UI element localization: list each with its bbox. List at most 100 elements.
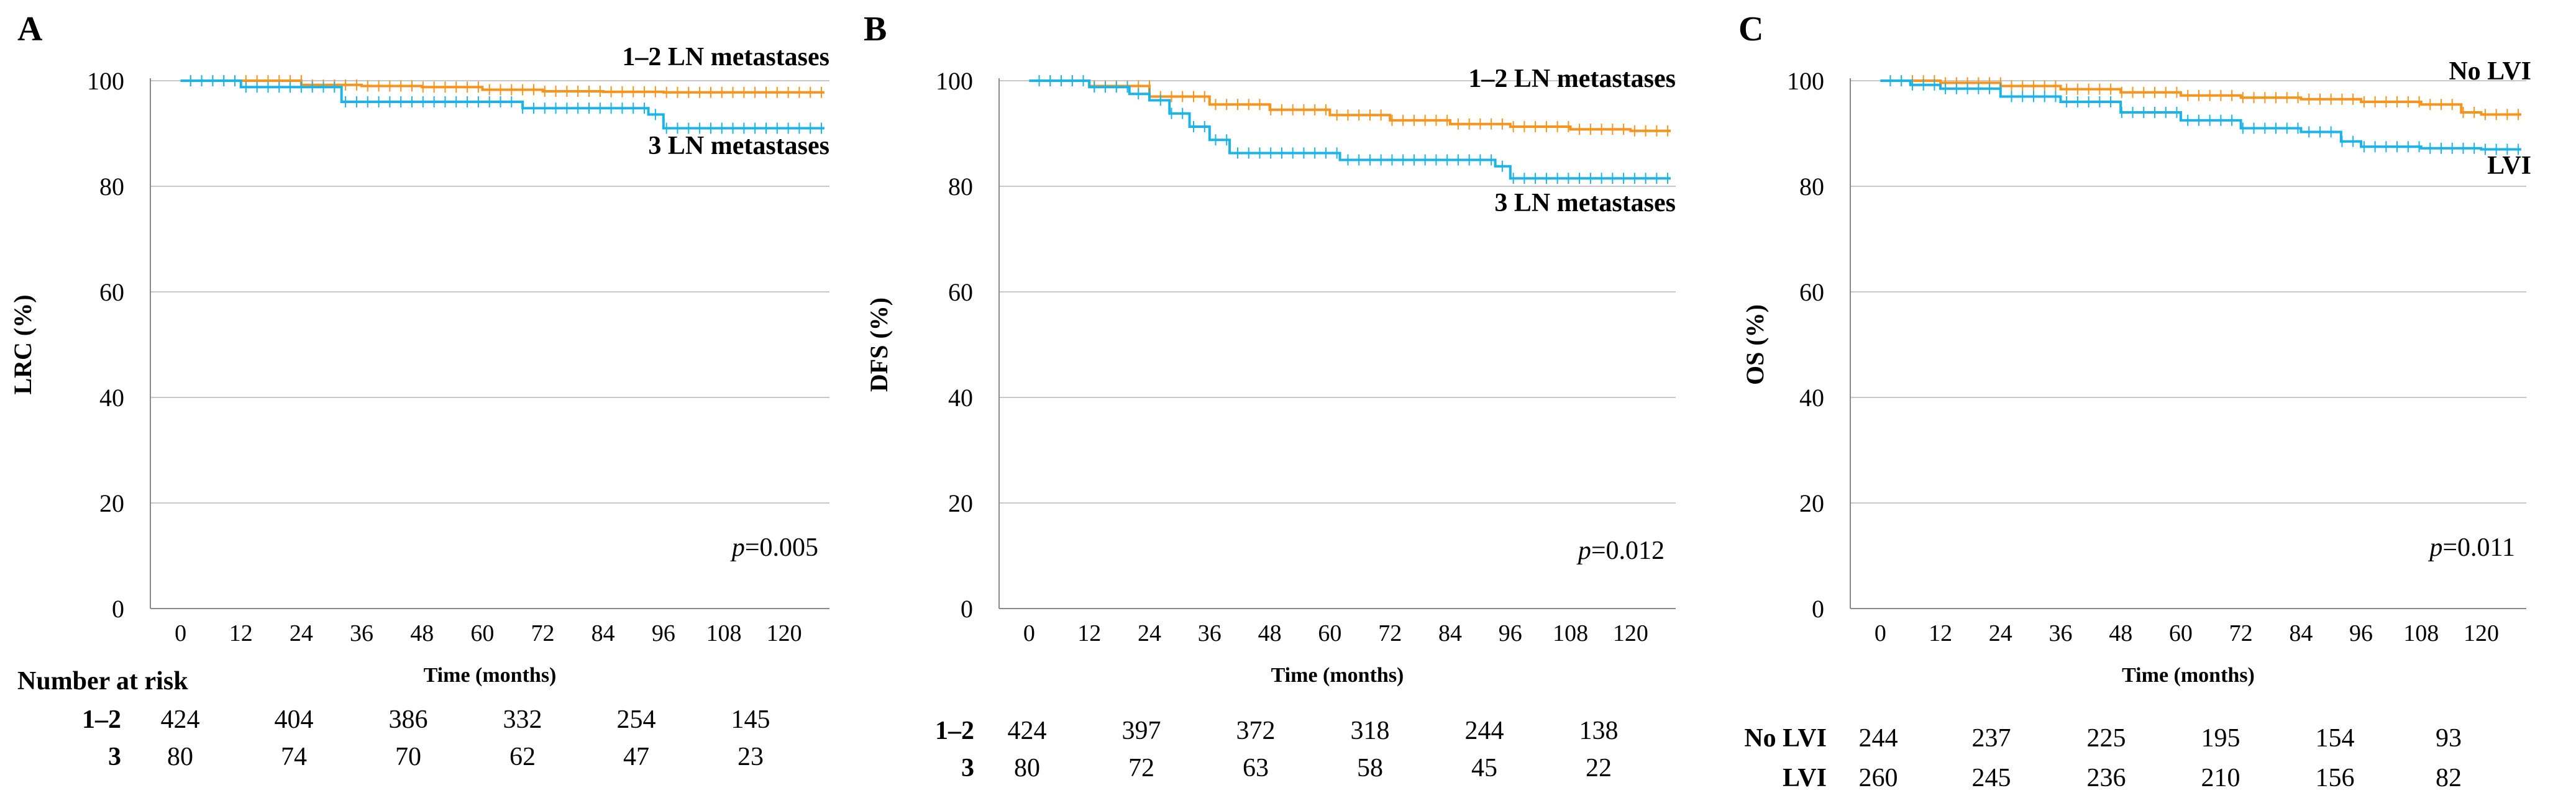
y-tick-label: 0 <box>961 595 973 623</box>
y-tick-label: 40 <box>1799 384 1824 412</box>
risk-value: 22 <box>1586 754 1612 782</box>
series-label: No LVI <box>2449 57 2531 86</box>
x-tick-label: 84 <box>591 620 615 646</box>
risk-value: 260 <box>1859 764 1898 792</box>
risk-value: 58 <box>1357 754 1383 782</box>
series-label: LVI <box>2487 152 2531 180</box>
x-tick-label: 60 <box>2169 620 2193 646</box>
x-axis-label: Time (months) <box>1271 664 1404 687</box>
risk-table-title: Number at risk <box>17 667 188 695</box>
risk-value: 80 <box>1014 754 1040 782</box>
series-label: 3 LN metastases <box>1494 189 1676 217</box>
risk-row-label: LVI <box>1783 764 1827 792</box>
x-tick-label: 24 <box>290 620 313 646</box>
y-tick-label: 0 <box>1812 595 1824 623</box>
risk-value: 80 <box>167 743 193 771</box>
panel-b: B 0 20 40 60 80 100 0 12 24 36 48 60 72 84 96 108 120 Time… <box>864 10 1676 782</box>
x-tick-label: 84 <box>1438 620 1462 646</box>
x-tick-label: 48 <box>1258 620 1282 646</box>
x-tick-label: 108 <box>706 620 741 646</box>
y-tick-label: 100 <box>87 67 124 95</box>
x-tick-label: 96 <box>652 620 675 646</box>
x-tick-label: 108 <box>1553 620 1588 646</box>
x-tick-label: 120 <box>2464 620 2499 646</box>
risk-row-label: No LVI <box>1744 724 1827 753</box>
series-label: 1–2 LN metastases <box>622 43 829 71</box>
risk-value: 372 <box>1236 717 1276 745</box>
y-axis-label: LRC (%) <box>9 294 37 394</box>
risk-value: 386 <box>389 705 428 734</box>
x-tick-label: 120 <box>1613 620 1648 646</box>
risk-value: 424 <box>161 705 200 734</box>
risk-value: 138 <box>1579 717 1619 745</box>
y-tick-label: 40 <box>99 384 124 412</box>
x-tick-label: 72 <box>1378 620 1402 646</box>
y-tick-label: 60 <box>99 278 124 306</box>
x-tick-label: 72 <box>531 620 555 646</box>
x-tick-label: 96 <box>2349 620 2373 646</box>
series-line-upper <box>1880 79 2521 116</box>
y-tick-label: 80 <box>1799 173 1824 201</box>
series-line-lower <box>180 79 824 130</box>
series-label: 1–2 LN metastases <box>1468 65 1676 93</box>
x-tick-label: 120 <box>767 620 802 646</box>
risk-value: 254 <box>617 705 656 734</box>
y-tick-label: 100 <box>936 67 973 95</box>
risk-value: 318 <box>1351 717 1390 745</box>
y-tick-label: 60 <box>1799 278 1824 306</box>
x-tick-label: 108 <box>2403 620 2439 646</box>
risk-value: 156 <box>2316 764 2355 792</box>
x-tick-label: 36 <box>1198 620 1222 646</box>
y-tick-label: 40 <box>948 384 973 412</box>
risk-value: 62 <box>509 743 536 771</box>
panel-letter: A <box>17 10 43 48</box>
y-tick-label: 80 <box>948 173 973 201</box>
x-tick-label: 12 <box>1929 620 1952 646</box>
risk-value: 245 <box>1972 764 2011 792</box>
risk-value: 244 <box>1465 717 1504 745</box>
x-axis-label: Time (months) <box>2122 664 2255 687</box>
risk-value: 332 <box>503 705 542 734</box>
series-line-lower <box>1029 79 1671 180</box>
y-tick-label: 20 <box>99 489 124 517</box>
x-tick-label: 48 <box>2109 620 2132 646</box>
risk-value: 74 <box>281 743 307 771</box>
p-value: p=0.005 <box>730 533 818 562</box>
x-tick-label: 60 <box>470 620 494 646</box>
x-tick-label: 72 <box>2229 620 2253 646</box>
risk-value: 397 <box>1122 717 1161 745</box>
risk-value: 23 <box>738 743 764 771</box>
y-tick-label: 80 <box>99 173 124 201</box>
risk-value: 145 <box>731 705 770 734</box>
risk-value: 70 <box>395 743 421 771</box>
y-tick-label: 100 <box>1787 67 1824 95</box>
risk-value: 72 <box>1128 754 1154 782</box>
x-tick-label: 12 <box>1077 620 1101 646</box>
risk-value: 237 <box>1972 724 2011 753</box>
x-tick-label: 12 <box>229 620 253 646</box>
y-tick-label: 60 <box>948 278 973 306</box>
risk-value: 236 <box>2087 764 2126 792</box>
x-tick-label: 24 <box>1989 620 2012 646</box>
x-tick-label: 0 <box>1875 620 1886 646</box>
risk-value: 45 <box>1471 754 1497 782</box>
p-value: p=0.012 <box>1576 537 1665 565</box>
risk-row-label: 1–2 <box>82 705 121 734</box>
x-tick-label: 0 <box>175 620 186 646</box>
x-tick-label: 24 <box>1138 620 1161 646</box>
x-tick-label: 48 <box>410 620 434 646</box>
risk-value: 154 <box>2316 724 2355 753</box>
risk-value: 404 <box>275 705 314 734</box>
y-tick-label: 0 <box>112 595 124 623</box>
x-tick-label: 84 <box>2289 620 2313 646</box>
x-tick-label: 96 <box>1499 620 1522 646</box>
series-line-lower <box>1880 79 2521 151</box>
x-tick-label: 0 <box>1023 620 1035 646</box>
y-tick-label: 20 <box>1799 489 1824 517</box>
risk-value: 82 <box>2436 764 2462 792</box>
risk-value: 47 <box>623 743 649 771</box>
panel-letter: B <box>864 10 887 48</box>
risk-row-label: 3 <box>961 754 974 782</box>
y-axis-label: OS (%) <box>1741 304 1769 385</box>
